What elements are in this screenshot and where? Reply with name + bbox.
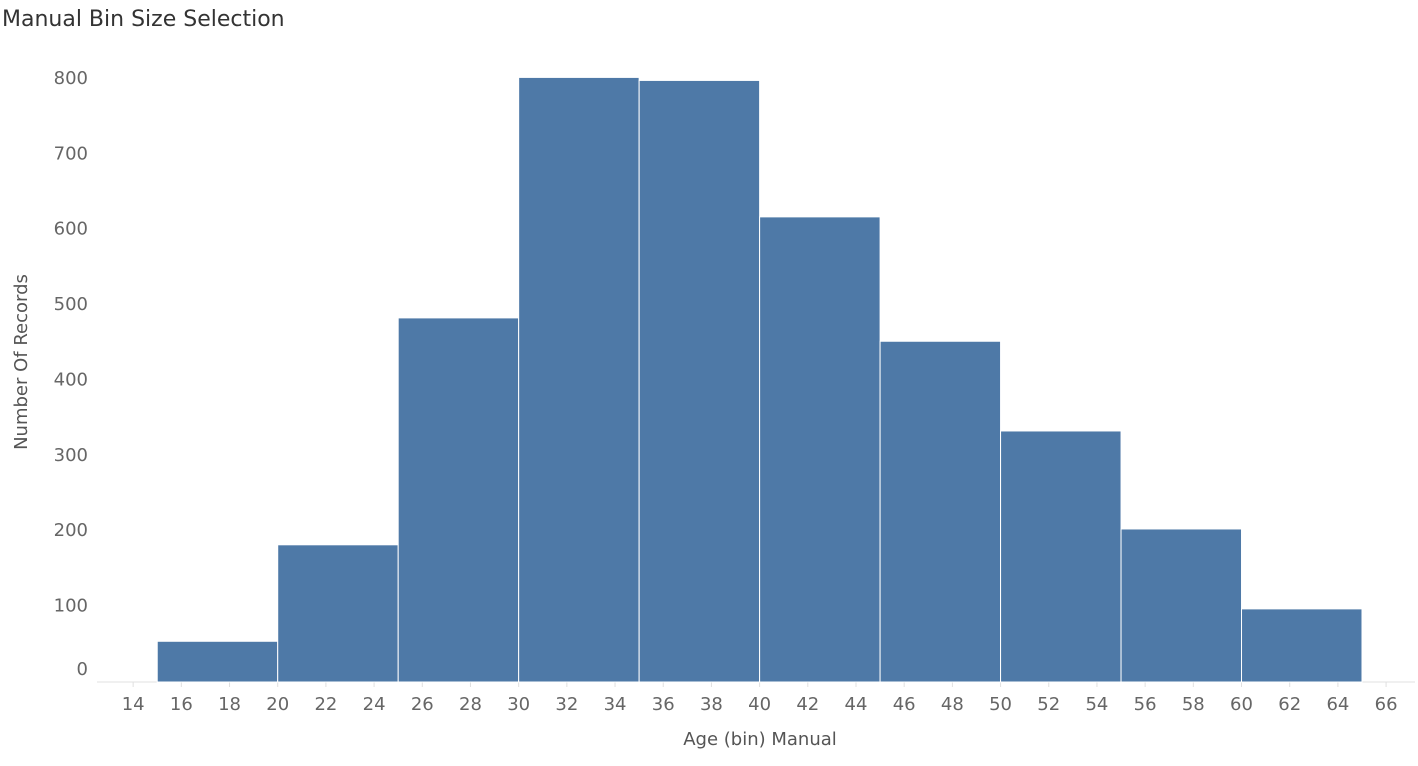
y-tick-label: 100	[54, 596, 88, 617]
bar	[277, 544, 399, 683]
x-tick-label: 14	[122, 694, 145, 715]
x-tick-label: 28	[459, 694, 482, 715]
x-tick-label: 44	[845, 694, 868, 715]
y-tick-label: 500	[54, 294, 88, 315]
x-tick-label: 20	[266, 694, 289, 715]
y-tick-label: 300	[54, 445, 88, 466]
x-tick-label: 50	[989, 694, 1012, 715]
y-tick-label: 800	[54, 68, 88, 89]
bar	[759, 216, 881, 683]
x-tick-label: 26	[411, 694, 434, 715]
x-tick-label: 24	[363, 694, 386, 715]
bar	[1120, 528, 1243, 683]
x-tick-label: 16	[170, 694, 193, 715]
x-tick-label: 42	[796, 694, 819, 715]
x-tick-label: 32	[555, 694, 578, 715]
x-tick-label: 34	[604, 694, 627, 715]
x-tick-label: 60	[1230, 694, 1253, 715]
x-tick-label: 52	[1037, 694, 1060, 715]
x-axis-title: Age (bin) Manual	[683, 729, 837, 750]
y-tick-label: 700	[54, 143, 88, 164]
bar	[518, 76, 640, 683]
bar	[156, 640, 279, 683]
bar	[1000, 430, 1122, 683]
bar	[1241, 608, 1363, 683]
x-tick-label: 30	[507, 694, 530, 715]
bar	[879, 340, 1002, 683]
y-tick-label: 200	[54, 520, 88, 541]
y-axis-title: Number Of Records	[11, 274, 32, 450]
y-tick-label: 600	[54, 219, 88, 240]
x-tick-label: 58	[1182, 694, 1205, 715]
x-tick-label: 46	[893, 694, 916, 715]
y-tick-label: 0	[77, 659, 88, 680]
x-tick-label: 48	[941, 694, 964, 715]
y-tick-label: 400	[54, 369, 88, 390]
x-tick-label: 66	[1375, 694, 1398, 715]
x-tick-label: 54	[1085, 694, 1108, 715]
x-tick-label: 40	[748, 694, 771, 715]
bar	[397, 317, 520, 683]
x-tick-label: 64	[1326, 694, 1349, 715]
x-tick-label: 56	[1134, 694, 1157, 715]
x-tick-label: 62	[1278, 694, 1301, 715]
x-tick-label: 18	[218, 694, 241, 715]
x-tick-label: 22	[314, 694, 337, 715]
x-tick-label: 38	[700, 694, 723, 715]
x-tick-label: 36	[652, 694, 675, 715]
bar	[638, 79, 761, 683]
chart-title: Manual Bin Size Selection	[2, 7, 285, 32]
